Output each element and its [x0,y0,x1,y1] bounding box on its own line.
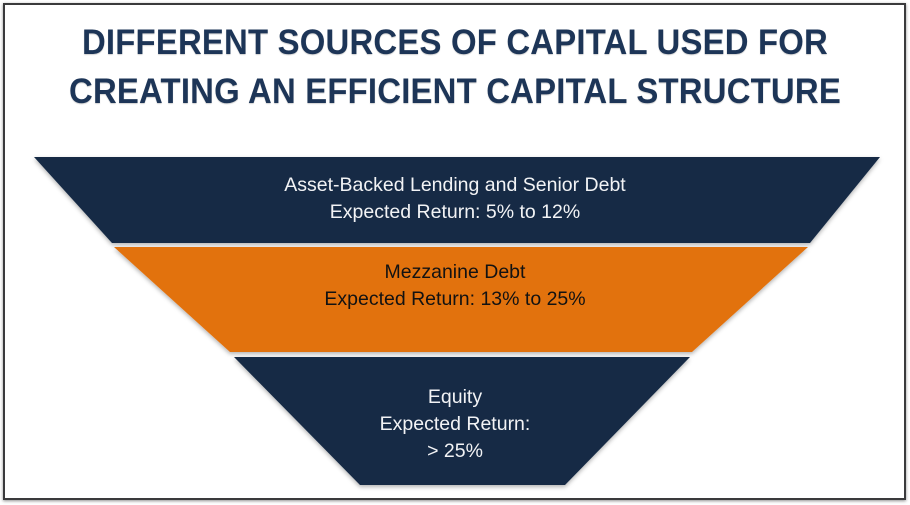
senior-debt-title: Asset-Backed Lending and Senior Debt [284,174,626,196]
funnel-segment-senior-debt-label: Asset-Backed Lending and Senior Debt Exp… [0,172,910,226]
senior-debt-return: Expected Return: 5% to 12% [329,201,581,223]
title-line-1: DIFFERENT SOURCES OF CAPITAL USED FOR [81,23,829,62]
funnel-segment-equity[interactable] [234,357,690,485]
funnel-segment-senior-debt[interactable] [34,157,880,243]
equity-return-value: > 25% [427,440,483,462]
equity-title: Equity [427,386,483,408]
funnel-segment-equity-label: Equity Expected Return: > 25% [0,384,910,465]
page-title: DIFFERENT SOURCES OF CAPITAL USED FOR CR… [0,18,910,116]
funnel-segment-mezzanine-debt[interactable] [114,247,808,352]
funnel-segment-mezzanine-debt-label: Mezzanine Debt Expected Return: 13% to 2… [0,259,910,313]
mezzanine-debt-return: Expected Return: 13% to 25% [324,288,586,310]
equity-return-label: Expected Return: [379,413,531,435]
title-line-2: CREATING AN EFFICIENT CAPITAL STRUCTURE [69,72,841,111]
mezzanine-debt-title: Mezzanine Debt [384,261,526,283]
